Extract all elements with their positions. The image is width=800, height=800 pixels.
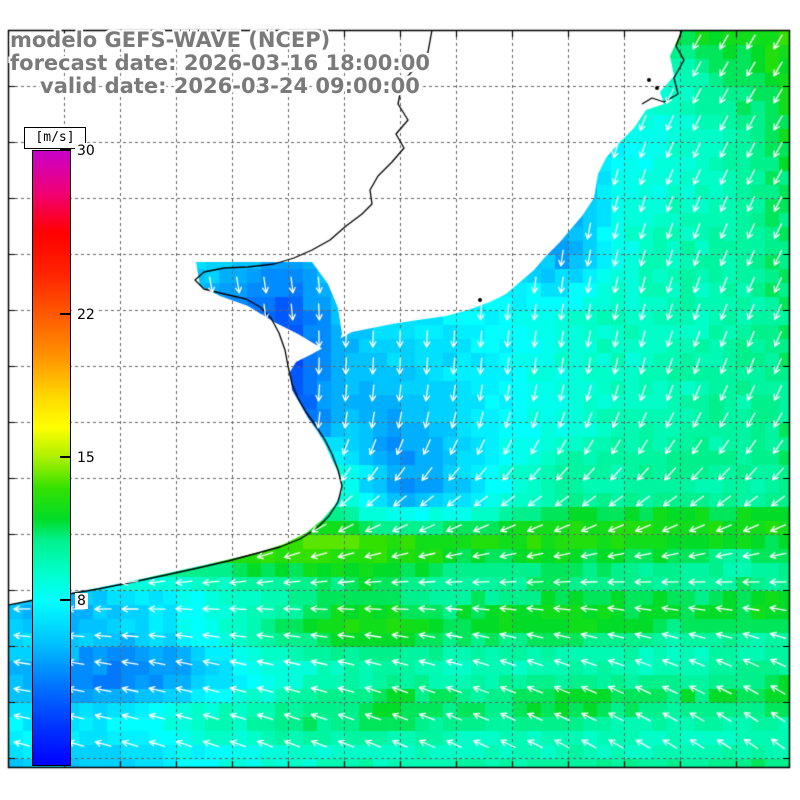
valid-date-label: valid date: 2026-03-24 09:00:00 — [40, 74, 420, 98]
colorbar-tick-mark — [60, 149, 71, 151]
forecast-date-label: forecast date: 2026-03-16 18:00:00 — [10, 51, 430, 75]
colorbar-gradient — [32, 150, 71, 766]
colorbar-tick-label: 30 — [75, 143, 97, 159]
colorbar-unit-label: [m/s] — [24, 127, 86, 149]
colorbar-tick-mark — [60, 456, 71, 458]
colorbar-tick-mark — [60, 599, 71, 602]
map-title-block: modelo GEFS-WAVE (NCEP) forecast date: 2… — [10, 29, 430, 98]
colorbar-tick-label: 8 — [75, 593, 88, 610]
colorbar-tick-label: 22 — [75, 306, 97, 323]
colorbar-tick-mark — [60, 312, 71, 315]
colorbar-tick-label: 15 — [75, 450, 97, 466]
model-title: modelo GEFS-WAVE (NCEP) — [10, 28, 331, 52]
